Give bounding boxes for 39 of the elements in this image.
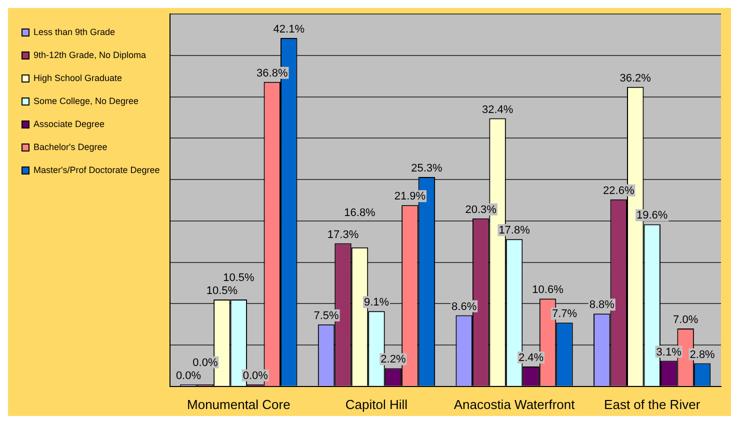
legend-label: Master's/Prof Doctorate Degree (34, 164, 160, 175)
data-label: 3.1% (656, 346, 682, 358)
legend-label: 9th-12th Grade, No Diploma (34, 50, 146, 60)
data-label: 8.6% (452, 300, 477, 313)
data-label: 0.0% (192, 356, 218, 369)
data-label: 7.7% (552, 308, 578, 320)
data-label: 19.6% (636, 210, 668, 222)
data-label: 7.0% (673, 314, 698, 326)
legend-label: Less than 9th Grade (34, 26, 116, 37)
data-label: 2.2% (380, 354, 406, 366)
data-label: 0.0% (176, 370, 202, 382)
data-label: 16.8% (344, 206, 376, 219)
data-label: 10.5% (223, 272, 254, 284)
data-label: 21.9% (394, 190, 426, 203)
data-label: 36.2% (620, 72, 652, 84)
data-label: 2.4% (518, 352, 544, 364)
legend-label: Bachelor's Degree (34, 142, 108, 152)
data-label: 42.1% (273, 24, 305, 36)
data-label: 2.8% (690, 348, 716, 361)
x-tick-label: Monumental Core (187, 396, 290, 412)
data-label: 10.5% (206, 285, 238, 298)
legend-label: Some College, No Degree (34, 96, 139, 106)
x-tick-label: Capitol Hill (345, 396, 408, 412)
data-label: 9.1% (364, 296, 390, 309)
data-label: 36.8% (256, 67, 288, 80)
data-label: 0.0% (242, 370, 268, 382)
x-tick-label: Anacostia Waterfront (454, 396, 576, 412)
legend-label: Associate Degree (34, 118, 105, 129)
data-label: 32.4% (482, 104, 514, 116)
legend-label: High School Graduate (34, 72, 122, 83)
data-label: 20.3% (465, 204, 497, 216)
data-label: 17.3% (327, 228, 359, 241)
data-label: 25.3% (411, 162, 442, 175)
data-label: 22.6% (603, 184, 634, 197)
data-label: 17.8% (498, 224, 530, 237)
data-label: 7.5% (314, 310, 340, 322)
data-label: 8.8% (589, 299, 615, 312)
data-label: 10.6% (532, 284, 564, 296)
x-tick-label: East of the River (604, 396, 701, 412)
